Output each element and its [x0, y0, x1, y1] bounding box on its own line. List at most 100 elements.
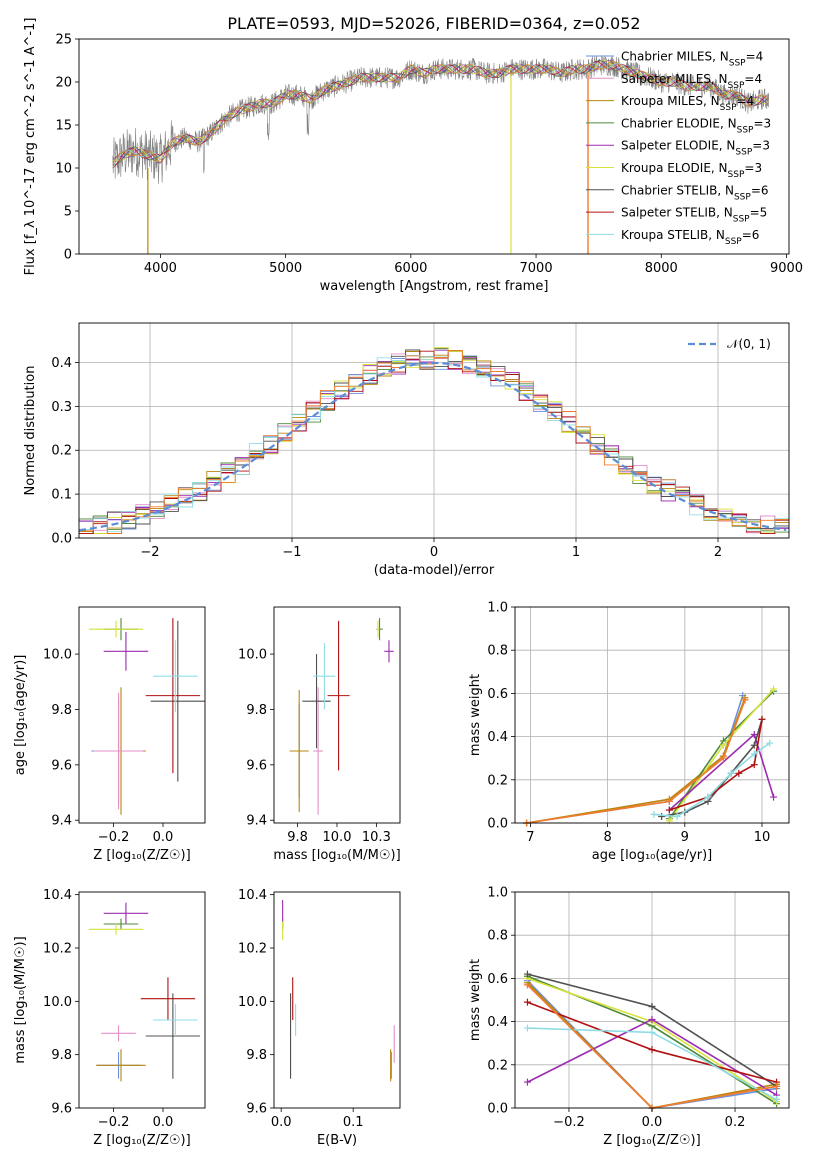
x-tick-label: 10.3	[362, 830, 391, 845]
weight-line	[653, 742, 771, 818]
x-axis-label: wavelength [Angstrom, rest frame]	[320, 279, 549, 294]
x-tick-label: 8	[603, 830, 611, 845]
legend-entry: Kroupa STELIB, NSSP=6	[621, 228, 759, 247]
weight-marker	[523, 1078, 531, 1086]
x-tick-label: −0.2	[98, 1115, 130, 1130]
axes-frame	[514, 606, 790, 824]
y-tick-label: 0.4	[51, 356, 72, 371]
histogram-step	[79, 350, 789, 535]
x-tick-label: 9.8	[287, 830, 308, 845]
axes-frame	[78, 38, 790, 255]
y-tick-label: 9.6	[246, 1102, 267, 1117]
weight-marker	[741, 696, 749, 704]
y-tick-label: 0.0	[51, 532, 72, 547]
x-tick-label: 8000	[645, 261, 678, 276]
y-tick-label: 1.0	[487, 601, 508, 616]
x-axis-label: (data-model)/error	[374, 563, 495, 578]
x-tick-label: 0.0	[153, 830, 174, 845]
x-tick-label: −0.2	[553, 1115, 585, 1130]
x-tick-label: 1	[572, 545, 580, 560]
x-axis-label: age [log₁₀(age/yr)]	[592, 848, 713, 863]
weight-marker	[773, 1095, 781, 1103]
x-tick-label: 10	[754, 830, 771, 845]
plot-area	[88, 618, 205, 815]
model-spectrum-line	[112, 61, 769, 169]
legend-entry: 𝒩(0, 1)	[727, 337, 771, 351]
axes-frame	[78, 606, 206, 824]
weight-marker	[523, 998, 531, 1006]
errorbar-point	[145, 618, 201, 774]
y-tick-label: 20	[55, 76, 72, 91]
weight-marker	[750, 750, 758, 758]
x-tick-label: 0.0	[271, 1115, 292, 1130]
panel-mass_vs_ebv: 0.0 0.1 9.6 9.8 10.0 10.2 10.4 E(B-V)	[238, 888, 401, 1148]
x-tick-label: 0.0	[153, 1115, 174, 1130]
axes-frame	[273, 606, 401, 824]
errorbar-point	[88, 620, 144, 638]
panel-weight_vs_Z: −0.2 0.0 0.2 0.0 0.2 0.4 0.6 0.8 1.0 Z [log₁₀(Z/Z…	[468, 886, 790, 1148]
figure-title: PLATE=0593, MJD=52026, FIBERID=0364, z=0…	[227, 14, 640, 33]
errorbar-point	[150, 620, 205, 782]
errorbar-point	[140, 977, 196, 1020]
plot-area	[289, 618, 394, 815]
errorbar-point	[153, 1004, 198, 1036]
panel-age_vs_Z: −0.2 0.0 9.4 9.6 9.8 10.0 Z [log₁₀(Z/Z☉)] age […	[13, 606, 206, 863]
legend-entry: Kroupa ELODIE, NSSP=3	[621, 161, 762, 180]
y-tick-label: 10.0	[238, 995, 267, 1010]
y-tick-label: 0.0	[487, 1102, 508, 1117]
panel-mass_vs_Z: −0.2 0.0 9.6 9.8 10.0 10.2 10.4 Z [log₁₀(Z/Z☉)]…	[13, 888, 206, 1148]
weight-marker	[750, 730, 758, 738]
y-tick-label: 10.4	[43, 888, 72, 903]
y-tick-label: 10	[55, 162, 72, 177]
axes-frame	[514, 891, 790, 1109]
weight-marker	[665, 806, 673, 814]
x-tick-label: 0.2	[725, 1115, 746, 1130]
y-tick-label: 1.0	[487, 886, 508, 901]
errorbar-point	[384, 640, 394, 663]
model-spectrum-line	[112, 60, 769, 165]
y-axis-label: mass [log₁₀(M/M☉)]	[13, 936, 28, 1063]
x-axis-label: Z [log₁₀(Z/Z☉)]	[603, 1133, 700, 1148]
y-tick-label: 10.2	[238, 942, 267, 957]
x-tick-label: 7	[526, 830, 534, 845]
y-tick-label: 10.0	[43, 995, 72, 1010]
plot-layer: 4000 5000 6000 7000 8000 90000510152025wavele…	[13, 18, 803, 1148]
legend-entry: Salpeter ELODIE, NSSP=3	[621, 139, 770, 158]
errorbar-point	[327, 620, 350, 771]
errorbar-point	[153, 640, 198, 713]
y-tick-label: 10.4	[238, 888, 267, 903]
y-tick-label: 9.6	[246, 758, 267, 773]
weight-marker	[770, 685, 778, 693]
x-tick-label: 9	[681, 830, 689, 845]
legend-entry: Chabrier STELIB, NSSP=6	[621, 183, 769, 202]
legend-entry: Chabrier ELODIE, NSSP=3	[621, 116, 771, 135]
weight-marker	[719, 754, 727, 762]
y-tick-label: 9.4	[246, 814, 267, 829]
weight-marker	[750, 761, 758, 769]
model-spectrum-line	[112, 61, 769, 169]
errorbar-point	[289, 690, 309, 812]
weight-marker	[648, 1015, 656, 1023]
weight-marker	[766, 739, 774, 747]
x-tick-label: 6000	[394, 261, 427, 276]
plot-area	[78, 346, 789, 535]
y-axis-label: mass weight	[468, 674, 483, 756]
x-tick-label: −1	[282, 545, 301, 560]
y-axis-label: age [log₁₀(age/yr)]	[13, 655, 28, 776]
x-tick-label: 10.0	[323, 830, 352, 845]
model-spectrum-line	[112, 61, 769, 164]
weight-marker	[523, 981, 531, 989]
normal-curve	[78, 361, 787, 532]
errorbar-point	[96, 1049, 146, 1082]
x-tick-label: 5000	[269, 261, 302, 276]
plot-area	[112, 55, 770, 254]
errorbar-point	[103, 918, 139, 930]
errorbar-point	[313, 687, 323, 815]
x-tick-label: 0.1	[343, 1115, 364, 1130]
y-axis-label: Normed distribution	[23, 366, 38, 496]
x-axis-label: Z [log₁₀(Z/Z☉)]	[93, 1133, 190, 1148]
y-axis-label: Flux [f_λ 10^-17 erg cm^-2 s^-1 A^-1]	[23, 18, 38, 276]
legend-entry: Salpeter STELIB, NSSP=5	[621, 206, 767, 225]
y-tick-label: 0.8	[487, 929, 508, 944]
